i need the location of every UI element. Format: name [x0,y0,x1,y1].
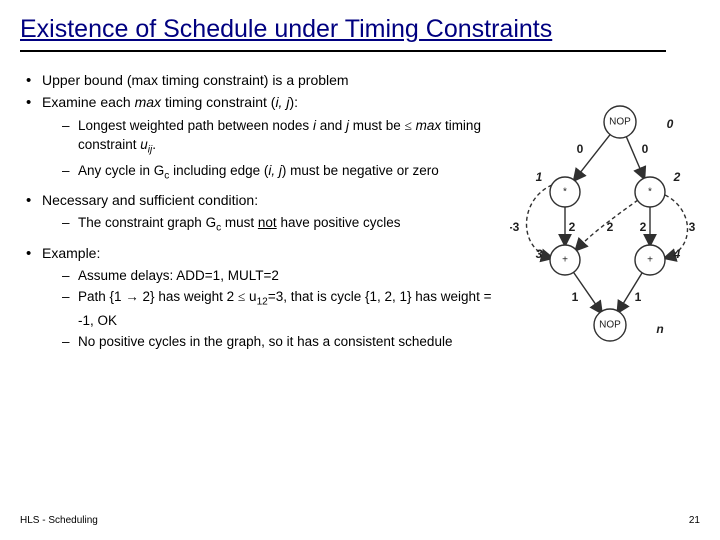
svg-text:0: 0 [642,142,649,156]
svg-text:0: 0 [577,142,584,156]
bullet-3: Necessary and sufficient condition: The … [20,190,500,237]
graph-svg: 0 0 2 2 1 1 -3 2 3 NOP 0 * 1 * 2 +3 +4 NOP n [510,100,700,360]
bullet-4: Example: Assume delays: ADD=1, MULT=2 Pa… [20,243,500,352]
sub-list-3: Assume delays: ADD=1, MULT=2 Path {1 → 2… [42,266,500,352]
svg-text:1: 1 [572,290,579,304]
svg-text:+: + [647,255,653,266]
bullet-1: Upper bound (max timing constraint) is a… [20,70,500,90]
sub-1b: Any cycle in Gc including edge (i, j) mu… [42,161,500,184]
bullet-2: Examine each max timing constraint (i, j… [20,92,500,184]
bullet-list: Upper bound (max timing constraint) is a… [20,70,500,352]
sub-list-2: The constraint graph Gc must not have po… [42,213,500,236]
svg-text:NOP: NOP [609,117,631,128]
content-area: Upper bound (max timing constraint) is a… [20,70,700,360]
svg-text:NOP: NOP [599,320,621,331]
constraint-graph-diagram: 0 0 2 2 1 1 -3 2 3 NOP 0 * 1 * 2 +3 +4 NOP n [510,100,700,360]
sub-3b: Path {1 → 2} has weight 2 ≤ u12=3, that … [42,287,500,330]
svg-text:3: 3 [689,220,696,234]
svg-text:2: 2 [607,220,614,234]
sub-1a: Longest weighted path between nodes i an… [42,116,500,159]
sub-list-1: Longest weighted path between nodes i an… [42,116,500,184]
footer-left: HLS - Scheduling [20,515,98,526]
svg-text:*: * [648,187,652,198]
svg-text:3: 3 [536,247,543,261]
svg-text:0: 0 [667,117,674,131]
text-column: Upper bound (max timing constraint) is a… [20,70,500,360]
svg-text:2: 2 [569,220,576,234]
footer-page-number: 21 [689,515,700,526]
svg-text:1: 1 [635,290,642,304]
svg-text:1: 1 [536,170,543,184]
svg-text:4: 4 [673,247,681,261]
svg-text:+: + [562,255,568,266]
svg-text:-3: -3 [510,220,520,234]
sub-2a: The constraint graph Gc must not have po… [42,213,500,236]
svg-text:*: * [563,187,567,198]
page-title: Existence of Schedule under Timing Const… [20,15,700,44]
sub-3a: Assume delays: ADD=1, MULT=2 [42,266,500,286]
svg-text:2: 2 [640,220,647,234]
sub-3c: No positive cycles in the graph, so it h… [42,332,500,352]
svg-text:n: n [656,322,663,336]
svg-text:2: 2 [673,170,681,184]
title-divider [20,50,666,52]
